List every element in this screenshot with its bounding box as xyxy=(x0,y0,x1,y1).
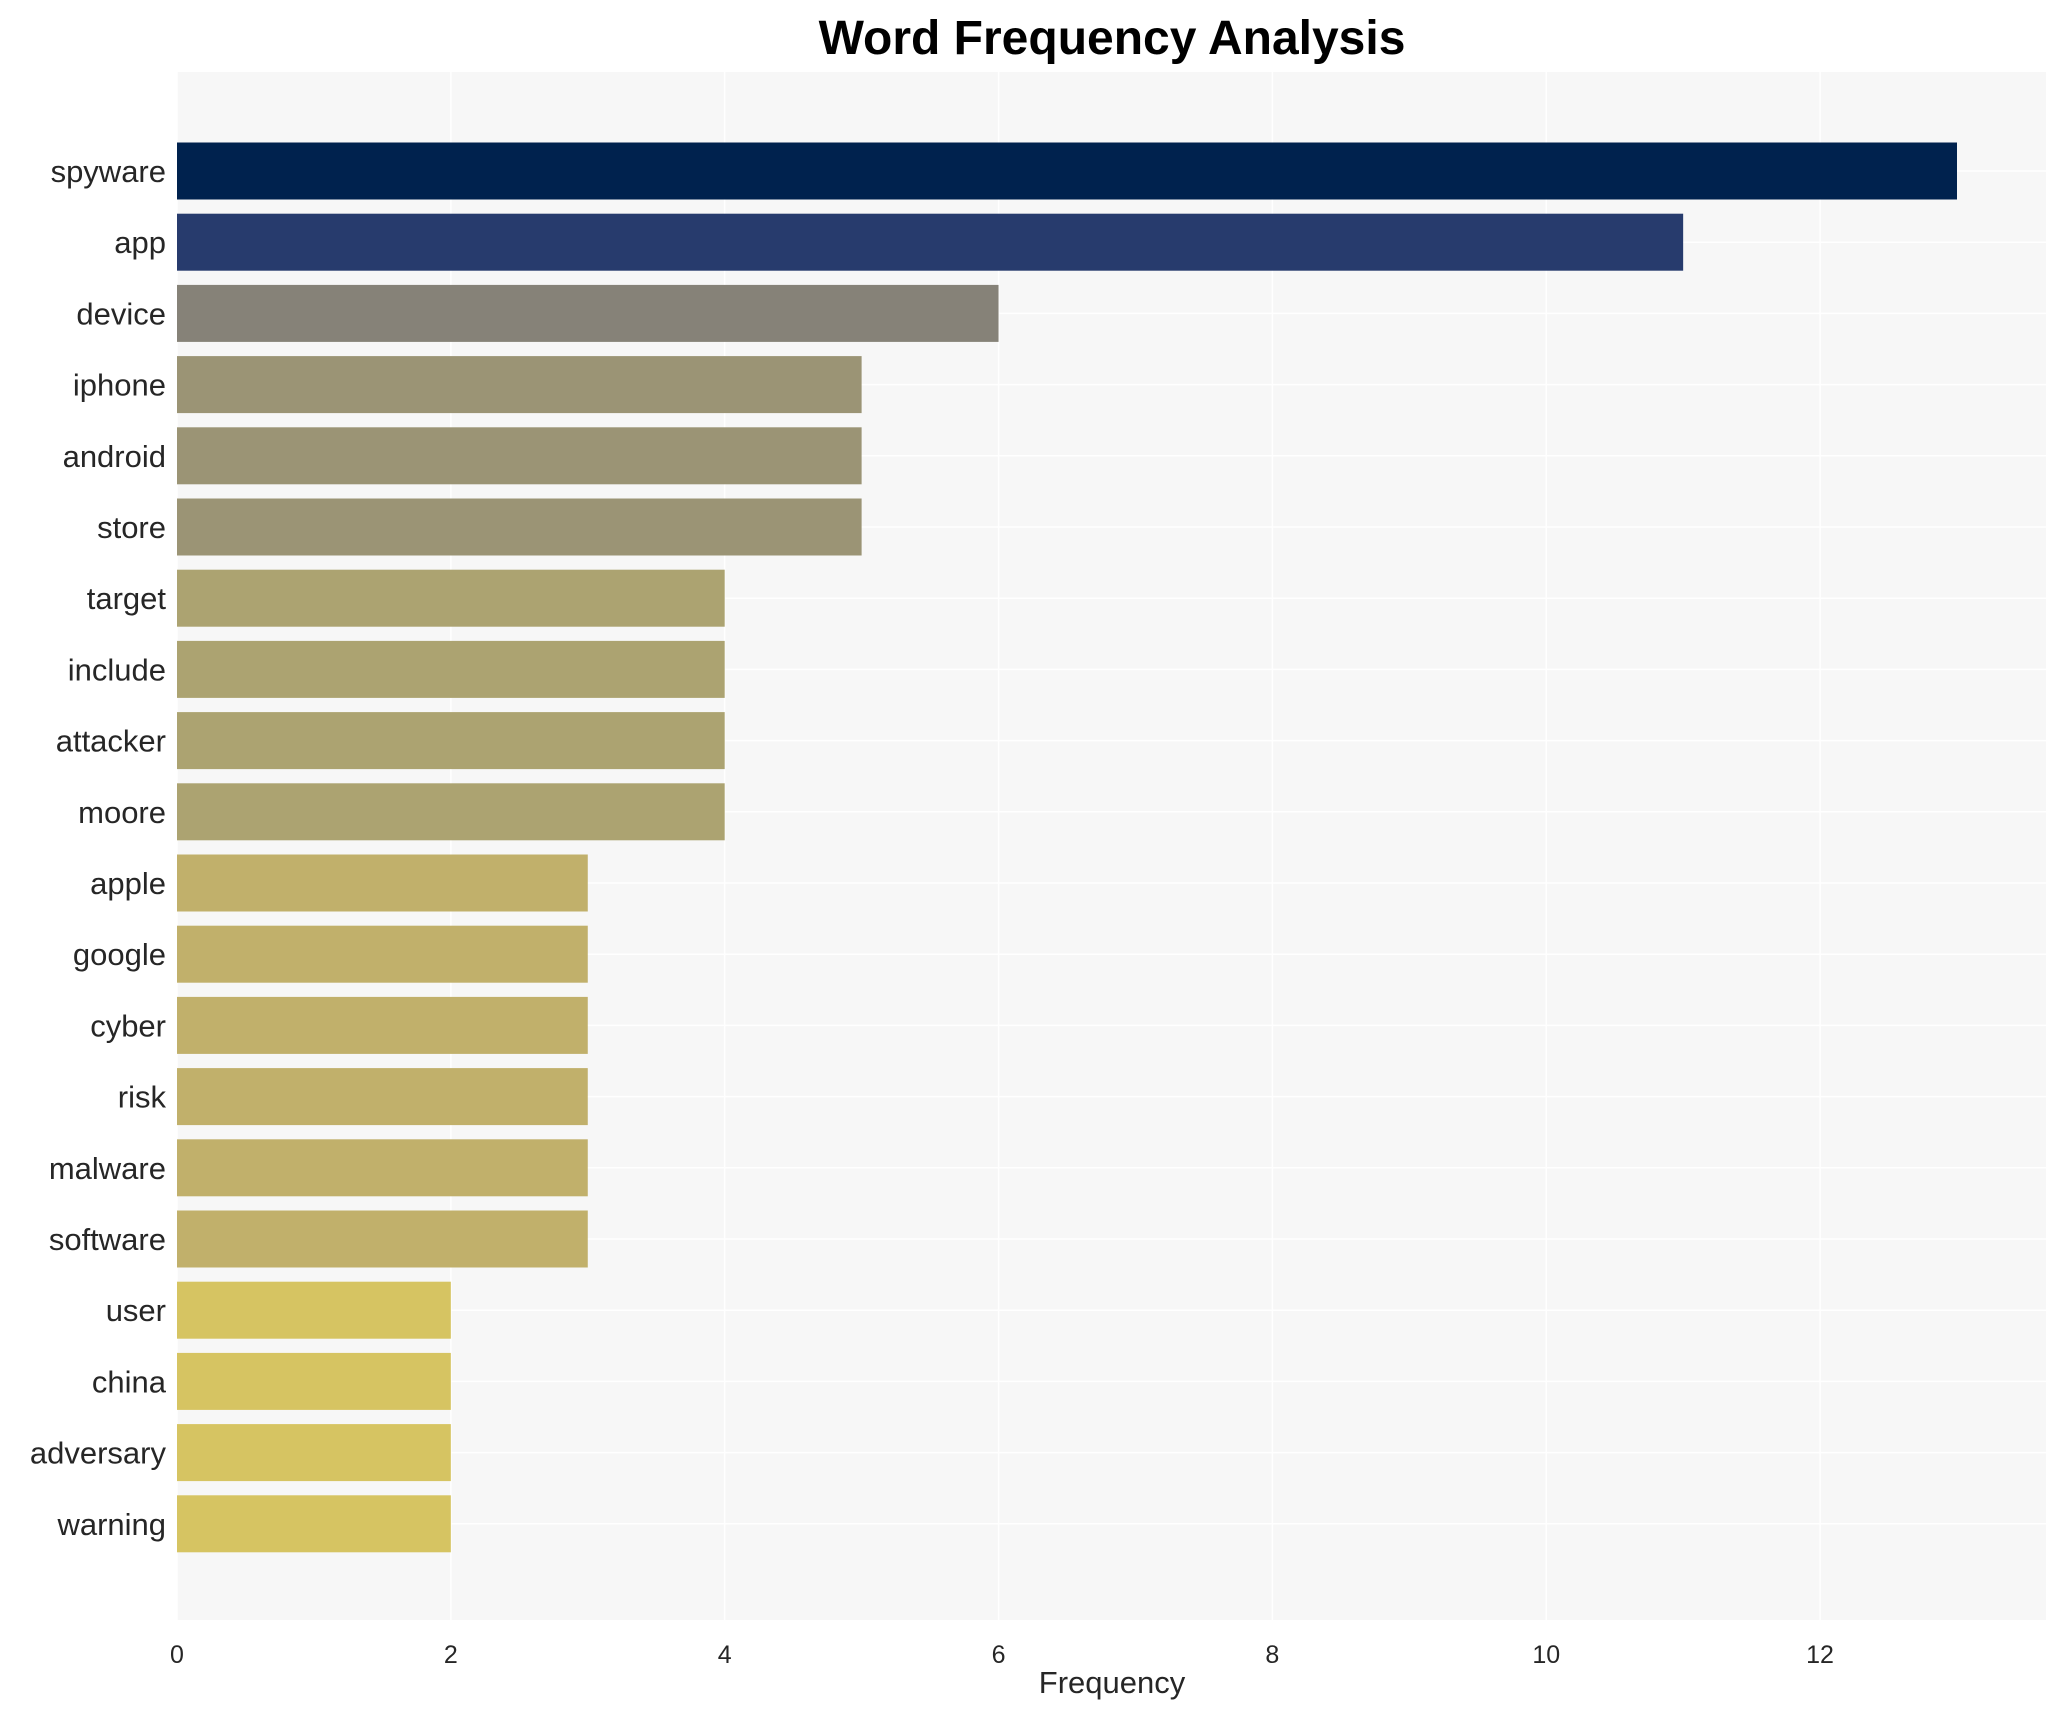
bar-china xyxy=(177,1352,451,1410)
bar-google xyxy=(177,925,588,983)
bar-iphone xyxy=(177,356,862,414)
bar-attacker xyxy=(177,712,725,770)
y-tick-label-attacker: attacker xyxy=(56,724,166,759)
y-tick-label-spyware: spyware xyxy=(51,154,166,189)
y-tick-label-moore: moore xyxy=(78,795,166,830)
x-tick-label: 12 xyxy=(1806,1641,1834,1669)
chart-title: Word Frequency Analysis xyxy=(819,12,1406,65)
y-tick-labels: spyware app device iphone android store target… xyxy=(30,154,167,1542)
y-tick-label-device: device xyxy=(76,296,166,331)
bar-android xyxy=(177,427,862,485)
bar-adversary xyxy=(177,1424,451,1482)
y-tick-label-app: app xyxy=(114,225,166,260)
x-tick-label: 8 xyxy=(1265,1641,1279,1669)
y-tick-label-include: include xyxy=(68,652,166,687)
y-tick-label-apple: apple xyxy=(90,866,166,901)
y-tick-label-adversary: adversary xyxy=(30,1436,167,1471)
y-tick-label-warning: warning xyxy=(56,1507,166,1542)
bar-include xyxy=(177,640,725,698)
bar-cyber xyxy=(177,996,588,1054)
x-tick-label: 6 xyxy=(992,1641,1006,1669)
x-axis-label: Frequency xyxy=(1039,1665,1186,1700)
y-tick-label-iphone: iphone xyxy=(73,368,166,403)
x-tick-label: 10 xyxy=(1532,1641,1560,1669)
bar-spyware xyxy=(177,142,1957,200)
x-tick-label: 4 xyxy=(718,1641,732,1669)
bar-malware xyxy=(177,1139,588,1197)
bar-device xyxy=(177,284,999,342)
bar-store xyxy=(177,498,862,556)
x-tick-labels: 0 2 4 6 8 10 12 xyxy=(170,1641,1834,1669)
y-tick-label-user: user xyxy=(106,1293,166,1328)
bar-target xyxy=(177,569,725,627)
bar-moore xyxy=(177,783,725,841)
y-tick-label-cyber: cyber xyxy=(90,1008,166,1043)
y-tick-label-risk: risk xyxy=(118,1080,167,1115)
bar-user xyxy=(177,1281,451,1339)
y-tick-label-malware: malware xyxy=(49,1151,166,1186)
bar-risk xyxy=(177,1068,588,1126)
bar-software xyxy=(177,1210,588,1268)
y-tick-label-target: target xyxy=(87,581,167,616)
y-tick-label-software: software xyxy=(49,1222,166,1257)
bar-warning xyxy=(177,1495,451,1553)
x-tick-label: 0 xyxy=(170,1641,184,1669)
y-tick-label-store: store xyxy=(97,510,166,545)
x-tick-label: 2 xyxy=(444,1641,458,1669)
bars xyxy=(177,142,1957,1553)
bar-app xyxy=(177,213,1684,271)
y-tick-label-china: china xyxy=(92,1364,167,1399)
bar-apple xyxy=(177,854,588,912)
y-tick-label-google: google xyxy=(73,937,166,972)
y-tick-label-android: android xyxy=(63,439,166,474)
